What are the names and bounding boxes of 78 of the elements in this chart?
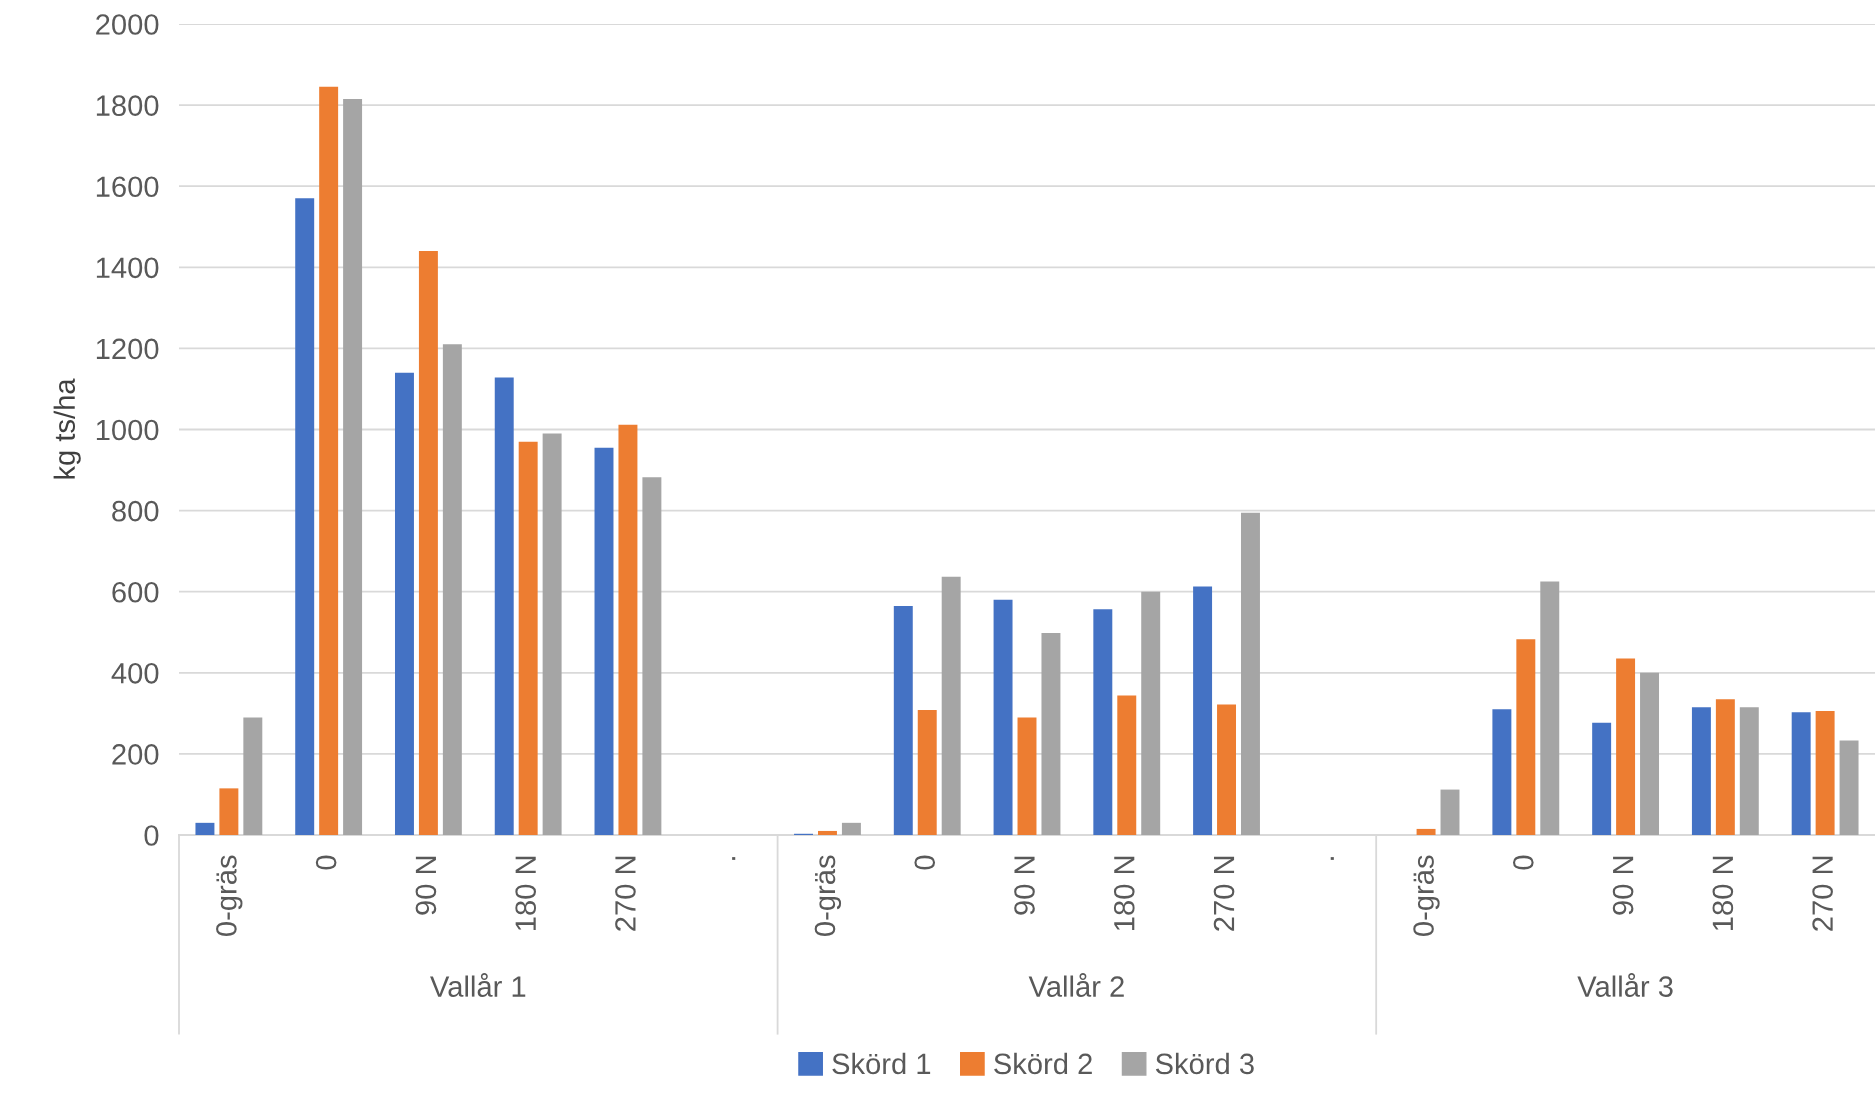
y-tick-label: 800 xyxy=(112,500,159,522)
x-tick-label: 270 N xyxy=(1812,856,1833,931)
bar xyxy=(1117,695,1137,835)
x-tick-label: 90 N xyxy=(1014,856,1035,915)
bar xyxy=(1017,717,1037,835)
bar xyxy=(542,433,562,835)
y-tick-label: 2000 xyxy=(96,14,159,35)
x-tick-label: 180 N xyxy=(1113,856,1135,931)
bar xyxy=(1141,591,1161,835)
bar xyxy=(442,344,462,835)
bar xyxy=(1592,722,1612,835)
x-tick-label: 90 N xyxy=(415,856,437,915)
y-axis-title: kg ts/ha xyxy=(53,378,81,479)
bar xyxy=(1839,740,1859,835)
legend-label: Skörd 3 xyxy=(1155,1052,1254,1075)
bar xyxy=(1217,704,1237,835)
bar xyxy=(195,822,215,835)
bar xyxy=(319,86,339,835)
x-tick-label: 0 xyxy=(914,855,936,870)
y-tick-label: 1400 xyxy=(96,257,159,279)
text: Vallår 2 xyxy=(1028,973,1124,997)
bar xyxy=(1093,609,1113,835)
legend-label: Skörd 2 xyxy=(994,1052,1092,1075)
bar xyxy=(993,599,1013,835)
x-tick-label: 0 xyxy=(315,855,337,870)
x-tick-label: 270 N xyxy=(1213,856,1235,931)
bar xyxy=(219,788,239,835)
x-tick-label: 270 N xyxy=(615,856,636,931)
bar xyxy=(1540,581,1560,835)
x-tick-label: 0-gräs xyxy=(216,855,243,936)
x-tick-label: 0 xyxy=(1513,855,1534,870)
bar xyxy=(343,99,363,835)
x-tick-label: 180 N xyxy=(1712,856,1734,931)
bar xyxy=(1516,639,1536,835)
bar xyxy=(1739,707,1759,835)
bar xyxy=(1691,707,1711,835)
y-tick-label: 1600 xyxy=(96,176,159,198)
bar xyxy=(1640,672,1660,835)
bar xyxy=(893,605,913,835)
bar xyxy=(1416,828,1436,835)
bar xyxy=(494,377,514,835)
legend-label: Skörd 1 xyxy=(832,1052,931,1075)
bar xyxy=(1440,789,1460,835)
bar xyxy=(1241,512,1260,835)
y-tick-label: 1200 xyxy=(96,338,159,360)
text: Vallår 1 xyxy=(430,973,526,997)
bar xyxy=(817,830,837,835)
x-tick-label: 90 N xyxy=(1612,856,1634,915)
x-tick-label: . xyxy=(732,857,736,860)
x-tick-label: . xyxy=(1330,857,1334,860)
x-tick-label: 0-gräs xyxy=(1413,855,1440,936)
text: Vallår 3 xyxy=(1577,973,1673,997)
bar xyxy=(1815,710,1835,835)
bar xyxy=(1041,633,1061,835)
y-tick-label: 400 xyxy=(111,663,159,684)
y-tick-label: 200 xyxy=(112,744,159,765)
y-tick-label: 0 xyxy=(144,825,159,846)
bar xyxy=(243,717,263,835)
bar xyxy=(594,447,614,835)
y-tick-label: 1000 xyxy=(96,419,159,441)
bar xyxy=(941,576,961,835)
y-tick-label: 1800 xyxy=(96,95,159,116)
bar xyxy=(917,710,937,835)
x-tick-label: 0-gräs xyxy=(814,855,842,936)
bar xyxy=(618,424,638,835)
x-tick-label: 180 N xyxy=(515,856,537,931)
bar xyxy=(1492,709,1512,835)
bar xyxy=(418,251,438,835)
bar xyxy=(642,477,662,835)
bar xyxy=(394,372,414,835)
bar xyxy=(1715,699,1735,835)
bar xyxy=(1193,586,1213,835)
bar xyxy=(518,441,538,835)
bar xyxy=(295,198,315,835)
bar xyxy=(1616,658,1636,835)
bar xyxy=(841,822,861,835)
y-tick-label: 600 xyxy=(112,581,159,603)
bar xyxy=(1791,712,1811,835)
